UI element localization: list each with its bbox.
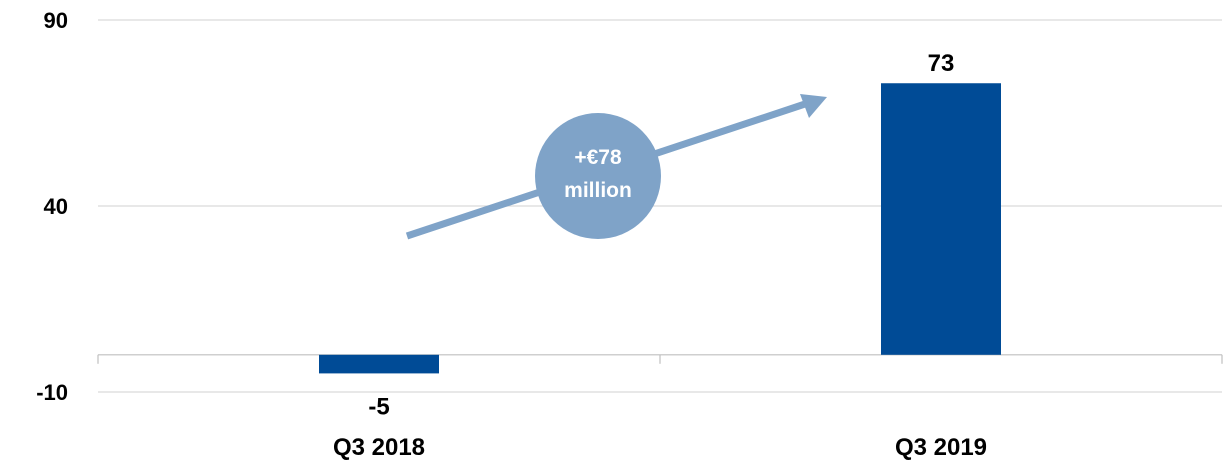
y-tick-label: -10 [36,380,68,405]
bar [319,354,439,374]
x-axis [97,354,1223,364]
y-tick-label: 40 [44,194,68,219]
change-badge-unit: million [564,179,632,202]
bar [881,83,1001,355]
category-label: Q3 2019 [895,434,987,461]
bars [319,83,1001,374]
change-badge-amount: +€78 [574,146,622,169]
gridlines [98,19,1222,393]
change-badge [535,113,661,239]
data-labels: -5 73 [368,50,954,420]
trend-arrow-head [800,94,827,118]
category-labels: Q3 2018 Q3 2019 [333,434,987,461]
y-axis-tick-labels: -10 40 90 [36,8,68,405]
change-annotation: +€78 million [405,94,827,240]
data-label: 73 [928,50,955,77]
y-tick-label: 90 [44,8,68,33]
category-label: Q3 2018 [333,434,425,461]
data-label: -5 [368,393,389,420]
